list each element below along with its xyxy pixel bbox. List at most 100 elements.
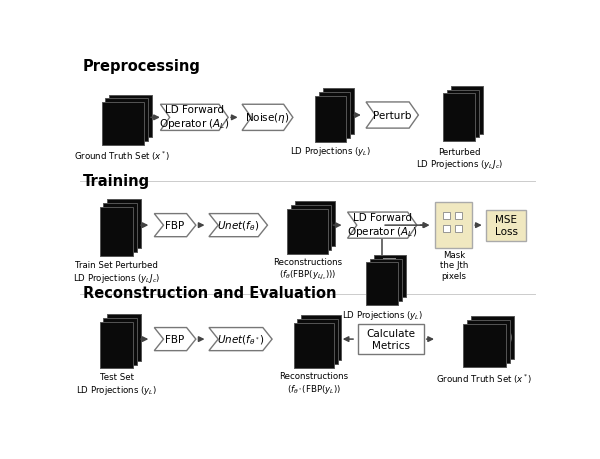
Text: $Unet(f_\theta)$: $Unet(f_\theta)$ — [217, 219, 259, 232]
Text: Reconstructions
$(f_{\theta^*}(\mathrm{FBP}(y_L))$: Reconstructions $(f_{\theta^*}(\mathrm{F… — [279, 372, 348, 395]
Polygon shape — [154, 328, 196, 351]
Bar — [486, 210, 526, 241]
Text: Training: Training — [83, 174, 150, 188]
Text: LD Projections $(y_L)$: LD Projections $(y_L)$ — [290, 145, 371, 158]
Ellipse shape — [313, 221, 317, 227]
Ellipse shape — [298, 207, 332, 241]
Ellipse shape — [118, 107, 130, 126]
Bar — [103, 319, 137, 365]
Bar — [298, 319, 338, 364]
Bar — [128, 228, 133, 233]
Bar — [455, 225, 462, 232]
Bar — [457, 117, 476, 123]
Bar — [383, 288, 397, 294]
Bar — [295, 202, 335, 246]
Bar — [358, 325, 424, 354]
Bar — [443, 213, 449, 220]
Bar — [106, 99, 148, 141]
Bar — [112, 335, 137, 341]
Polygon shape — [209, 214, 268, 237]
Bar — [329, 118, 347, 124]
Text: LD Projections $(y_L)$: LD Projections $(y_L)$ — [341, 308, 423, 322]
Ellipse shape — [310, 328, 321, 348]
Text: MSE
Loss: MSE Loss — [494, 215, 518, 236]
Text: Perturb: Perturb — [373, 111, 412, 121]
Bar — [292, 206, 331, 250]
Text: Perturbed
LD Projections $(y_LJ_c)$: Perturbed LD Projections $(y_LJ_c)$ — [416, 147, 503, 171]
Bar — [447, 90, 479, 138]
Ellipse shape — [479, 326, 493, 348]
Bar — [436, 202, 472, 249]
Bar — [114, 211, 134, 218]
Bar — [107, 200, 141, 249]
Polygon shape — [160, 105, 228, 131]
Polygon shape — [347, 213, 417, 239]
Bar — [460, 124, 473, 130]
Text: Reconstructions
$(f_\theta(\mathrm{FBP}(y_{LJ_c})))$: Reconstructions $(f_\theta(\mathrm{FBP}(… — [273, 258, 342, 282]
Ellipse shape — [112, 101, 148, 132]
Ellipse shape — [304, 214, 315, 234]
Ellipse shape — [473, 321, 512, 355]
Bar — [115, 215, 121, 221]
Bar — [128, 215, 133, 221]
Bar — [293, 323, 334, 368]
Bar — [457, 98, 476, 104]
Bar — [114, 344, 134, 350]
Polygon shape — [154, 214, 196, 237]
Ellipse shape — [319, 335, 324, 341]
Bar — [315, 96, 346, 143]
Bar — [114, 325, 134, 332]
Bar — [463, 324, 506, 367]
Ellipse shape — [316, 214, 327, 234]
Text: Calculate
Metrics: Calculate Metrics — [366, 329, 415, 350]
Bar — [470, 101, 476, 107]
Bar — [327, 109, 350, 115]
Bar — [332, 125, 344, 131]
Bar — [115, 228, 121, 233]
Bar — [370, 259, 402, 301]
Bar — [383, 258, 397, 264]
Bar — [103, 203, 137, 252]
Bar — [467, 320, 510, 363]
Ellipse shape — [322, 328, 333, 348]
Text: Mask
the Jth
pixels: Mask the Jth pixels — [440, 250, 468, 280]
Polygon shape — [242, 105, 293, 131]
Text: FBP: FBP — [166, 334, 185, 344]
Bar — [100, 323, 133, 369]
Bar — [100, 207, 133, 257]
Bar — [455, 107, 479, 114]
Bar — [101, 103, 144, 146]
Bar — [109, 95, 152, 138]
Bar — [443, 225, 449, 232]
Text: Noise($\eta$): Noise($\eta$) — [245, 111, 290, 125]
Bar — [378, 274, 402, 280]
Bar — [458, 101, 463, 107]
Bar — [332, 93, 344, 99]
Bar — [380, 265, 400, 271]
Text: Train Set Perturbed
LD Projections $(y_LJ_c)$: Train Set Perturbed LD Projections $(y_L… — [73, 260, 160, 284]
Bar — [470, 114, 476, 119]
Text: LD Forward
Operator $(A_L)$: LD Forward Operator $(A_L)$ — [159, 105, 229, 131]
Ellipse shape — [131, 107, 143, 126]
Ellipse shape — [304, 321, 338, 354]
Text: FBP: FBP — [166, 221, 185, 230]
Bar — [114, 230, 134, 237]
Bar — [366, 263, 398, 305]
Bar — [319, 93, 350, 139]
Bar — [460, 90, 473, 97]
Polygon shape — [366, 103, 418, 129]
Bar — [458, 114, 463, 119]
Bar — [301, 315, 341, 360]
Bar — [118, 203, 131, 210]
Bar — [118, 319, 131, 325]
Text: Ground Truth Set $(x^*)$: Ground Truth Set $(x^*)$ — [436, 372, 533, 385]
Ellipse shape — [128, 114, 133, 119]
Ellipse shape — [493, 326, 505, 348]
Bar — [455, 213, 462, 220]
Text: Ground Truth Set $(x^*)$: Ground Truth Set $(x^*)$ — [74, 149, 171, 162]
Bar — [323, 89, 354, 135]
Text: Test Set
LD Projections $(y_L)$: Test Set LD Projections $(y_L)$ — [76, 372, 157, 396]
Bar — [443, 94, 475, 142]
Bar — [329, 100, 347, 106]
Text: Reconstruction and Evaluation: Reconstruction and Evaluation — [83, 285, 336, 301]
